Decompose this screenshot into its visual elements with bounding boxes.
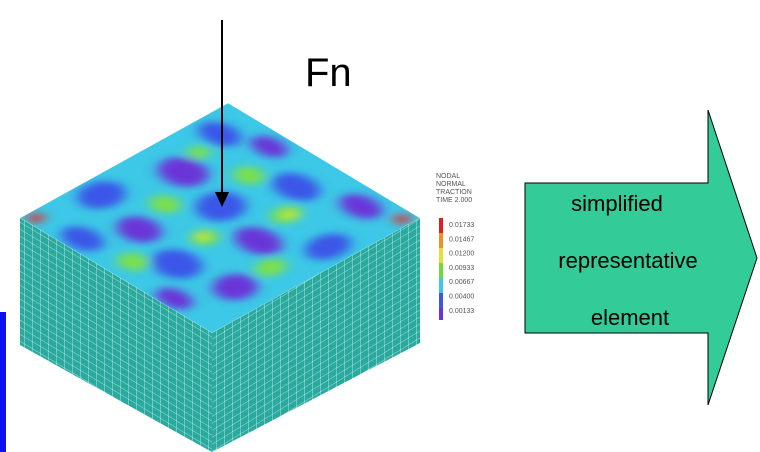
legend-swatch — [439, 248, 443, 263]
arrow-text: element — [591, 305, 669, 330]
legend-title: NODAL — [436, 173, 460, 180]
legend-swatch — [439, 308, 443, 320]
edge-bar — [0, 312, 6, 452]
arrow-text: simplified — [571, 191, 663, 216]
legend-label: 0.00400 — [449, 294, 474, 301]
legend-swatch — [439, 218, 443, 233]
legend-swatch — [439, 233, 443, 248]
legend-label: 0.00667 — [449, 279, 474, 286]
force-label: Fn — [305, 51, 352, 95]
legend-swatch — [439, 263, 443, 278]
legend-label: 0.01467 — [449, 236, 474, 243]
legend-title: TRACTION — [436, 189, 472, 196]
legend-title: NORMAL — [436, 181, 466, 188]
legend-title: TIME 2.000 — [436, 197, 472, 204]
legend-label: 0.00133 — [449, 308, 474, 315]
diagram: Fn NODAL NORMAL TRACTION TIME 2.000 0.01… — [0, 0, 760, 452]
arrow-text: representative — [558, 248, 697, 273]
legend-swatch — [439, 278, 443, 293]
legend-label: 0.01200 — [449, 251, 474, 258]
legend: NODAL NORMAL TRACTION TIME 2.000 0.01733… — [436, 173, 474, 320]
legend-swatch — [439, 293, 443, 308]
legend-label: 0.01733 — [449, 222, 474, 229]
legend-label: 0.00933 — [449, 265, 474, 272]
